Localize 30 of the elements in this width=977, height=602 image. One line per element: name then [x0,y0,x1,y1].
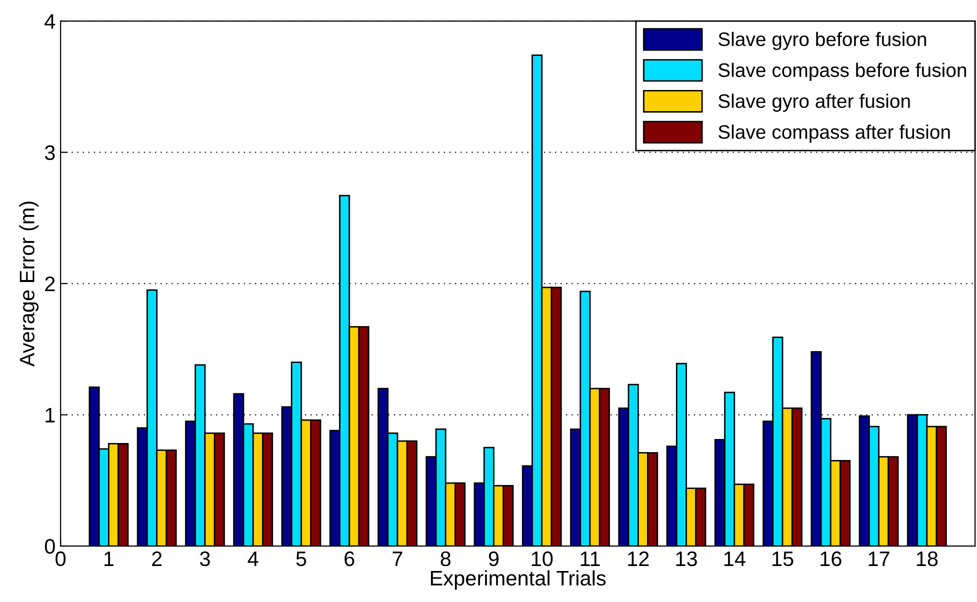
y-tick-label: 3 [44,145,55,160]
x-tick-label: 7 [392,552,402,566]
x-tick-label: 15 [772,552,794,566]
legend-label: Slave compass before fusion [718,62,966,81]
legend-label: Slave gyro after fusion [718,94,910,112]
x-tick-label: 8 [440,551,451,566]
x-tick-label: 5 [296,552,306,566]
x-tick-label: 17 [868,552,890,566]
y-tick-label: 2 [45,276,55,292]
x-tick-label: 11 [580,552,600,566]
x-tick-label: 1 [104,552,114,566]
x-tick-label: 12 [628,551,649,566]
x-tick-label: 14 [724,552,746,566]
x-tick-label: 10 [532,551,553,566]
x-tick-label: 18 [916,551,938,566]
y-tick-label: 1 [46,408,55,422]
x-tick-label: 9 [488,551,499,566]
x-tick-label: 6 [344,551,354,566]
x-tick-label: 16 [820,551,842,566]
x-tick-label: 13 [676,551,697,566]
x-tick-label: 2 [152,551,162,566]
y-axis-title: Average Error (m) [19,202,39,367]
y-tick-label: 0 [44,539,55,554]
y-tick-label: 4 [44,14,56,29]
x-tick-label: 3 [200,551,210,566]
legend-label: Slave compass after fusion [718,124,950,143]
x-tick-label: 0 [56,551,66,566]
x-tick-label: 4 [248,552,258,566]
x-axis-title: Experimental Trials [430,570,606,590]
legend-label: Slave gyro before fusion [718,32,926,50]
